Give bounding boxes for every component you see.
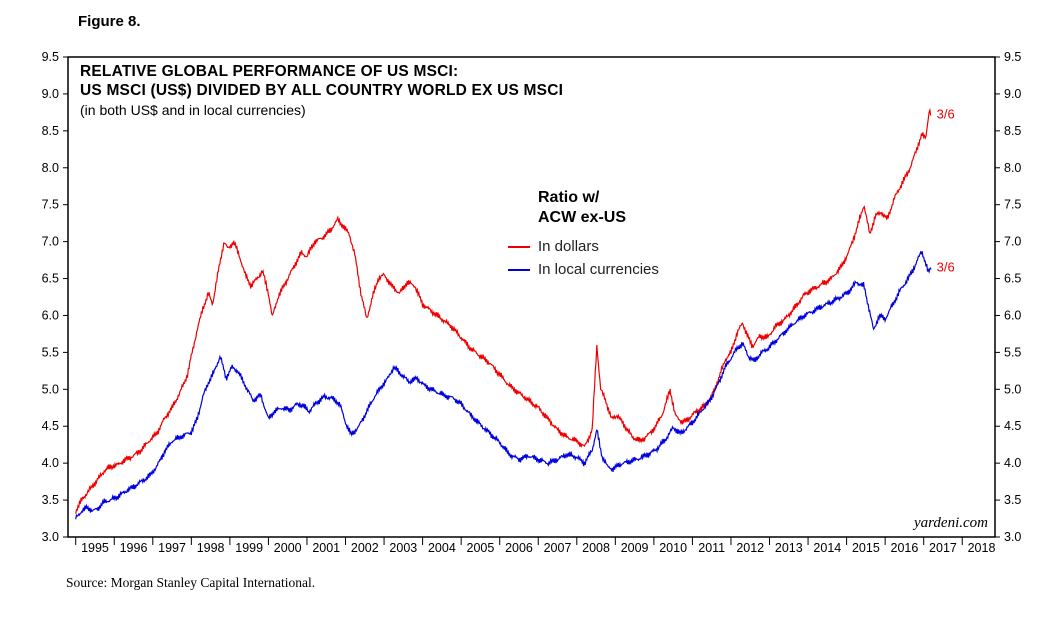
y-tick-label-right: 8.5 [1004, 124, 1021, 138]
legend-items: In dollars In local currencies [508, 235, 659, 281]
y-tick-label-left: 3.0 [42, 530, 59, 544]
x-tick-label: 2005 [467, 541, 495, 555]
x-tick-label: 2017 [929, 541, 957, 555]
chart-title-line2: US MSCI (US$) DIVIDED BY ALL COUNTRY WOR… [80, 82, 564, 99]
x-tick-label: 2009 [621, 541, 649, 555]
last-point-label-local: 3/6 [937, 259, 955, 274]
y-tick-label-right: 9.0 [1004, 87, 1021, 101]
figure-label: Figure 8. [78, 13, 141, 30]
y-tick-label-left: 5.0 [42, 382, 59, 396]
legend-title-line1: Ratio w/ [538, 189, 600, 206]
y-tick-label-left: 4.5 [42, 419, 59, 433]
legend-item-dollars: In dollars [508, 235, 659, 258]
y-tick-label-right: 7.5 [1004, 198, 1021, 212]
x-tick-label: 2001 [312, 541, 340, 555]
x-tick-label: 2002 [351, 541, 379, 555]
legend: Ratio w/ ACW ex-US In dollars In local c… [508, 188, 659, 281]
x-tick-label: 1996 [120, 541, 148, 555]
y-tick-label-left: 7.5 [42, 198, 59, 212]
y-tick-label-right: 8.0 [1004, 161, 1021, 175]
chart-title-block: RELATIVE GLOBAL PERFORMANCE OF US MSCI: … [80, 62, 563, 119]
y-tick-label-right: 5.5 [1004, 345, 1021, 359]
y-tick-label-left: 6.0 [42, 308, 59, 322]
y-tick-label-left: 5.5 [42, 345, 59, 359]
legend-label-local: In local currencies [538, 261, 659, 278]
y-tick-label-left: 3.5 [42, 493, 59, 507]
x-tick-label: 2006 [505, 541, 533, 555]
chart-subtitle: (in both US$ and in local currencies) [80, 102, 306, 118]
x-tick-label: 2013 [775, 541, 803, 555]
x-tick-label: 1998 [197, 541, 225, 555]
y-tick-label-left: 9.5 [42, 50, 59, 64]
x-tick-label: 2016 [891, 541, 919, 555]
legend-label-dollars: In dollars [538, 238, 599, 255]
y-tick-label-right: 4.0 [1004, 456, 1021, 470]
legend-item-local: In local currencies [508, 258, 659, 281]
last-point-label-dollars: 3/6 [937, 107, 955, 122]
legend-swatch-local [508, 268, 530, 271]
x-tick-label: 2007 [544, 541, 572, 555]
x-tick-label: 2018 [968, 541, 996, 555]
y-tick-label-right: 9.5 [1004, 50, 1021, 64]
y-tick-label-left: 7.0 [42, 235, 59, 249]
x-tick-label: 2008 [582, 541, 610, 555]
x-tick-label: 2000 [274, 541, 302, 555]
x-tick-label: 2015 [852, 541, 880, 555]
x-tick-label: 1999 [235, 541, 263, 555]
x-tick-label: 2010 [659, 541, 687, 555]
legend-title-line2: ACW ex-US [538, 209, 627, 226]
x-tick-label: 1997 [158, 541, 186, 555]
watermark: yardeni.com [913, 515, 988, 531]
legend-swatch-dollars [508, 245, 530, 248]
y-tick-label-right: 6.5 [1004, 272, 1021, 286]
y-tick-label-left: 8.5 [42, 124, 59, 138]
y-tick-label-right: 5.0 [1004, 382, 1021, 396]
x-tick-label: 2012 [736, 541, 764, 555]
x-tick-label: 2014 [813, 541, 841, 555]
x-tick-label: 2004 [428, 541, 456, 555]
plot-frame [67, 56, 996, 538]
series-line-dollars [75, 107, 932, 514]
series-line-local [75, 250, 932, 520]
x-tick-label: 2011 [698, 541, 725, 555]
x-tick-label: 2003 [389, 541, 417, 555]
y-tick-label-right: 7.0 [1004, 235, 1021, 249]
y-tick-label-right: 4.5 [1004, 419, 1021, 433]
y-tick-label-left: 6.5 [42, 272, 59, 286]
y-tick-label-right: 3.5 [1004, 493, 1021, 507]
x-tick-label: 1995 [81, 541, 109, 555]
y-tick-label-left: 8.0 [42, 161, 59, 175]
chart-title-line1: RELATIVE GLOBAL PERFORMANCE OF US MSCI: [80, 63, 459, 80]
y-tick-label-left: 9.0 [42, 87, 59, 101]
y-tick-label-right: 6.0 [1004, 308, 1021, 322]
source-note: Source: Morgan Stanley Capital Internati… [66, 575, 316, 590]
y-tick-label-left: 4.0 [42, 456, 59, 470]
y-tick-label-right: 3.0 [1004, 530, 1021, 544]
